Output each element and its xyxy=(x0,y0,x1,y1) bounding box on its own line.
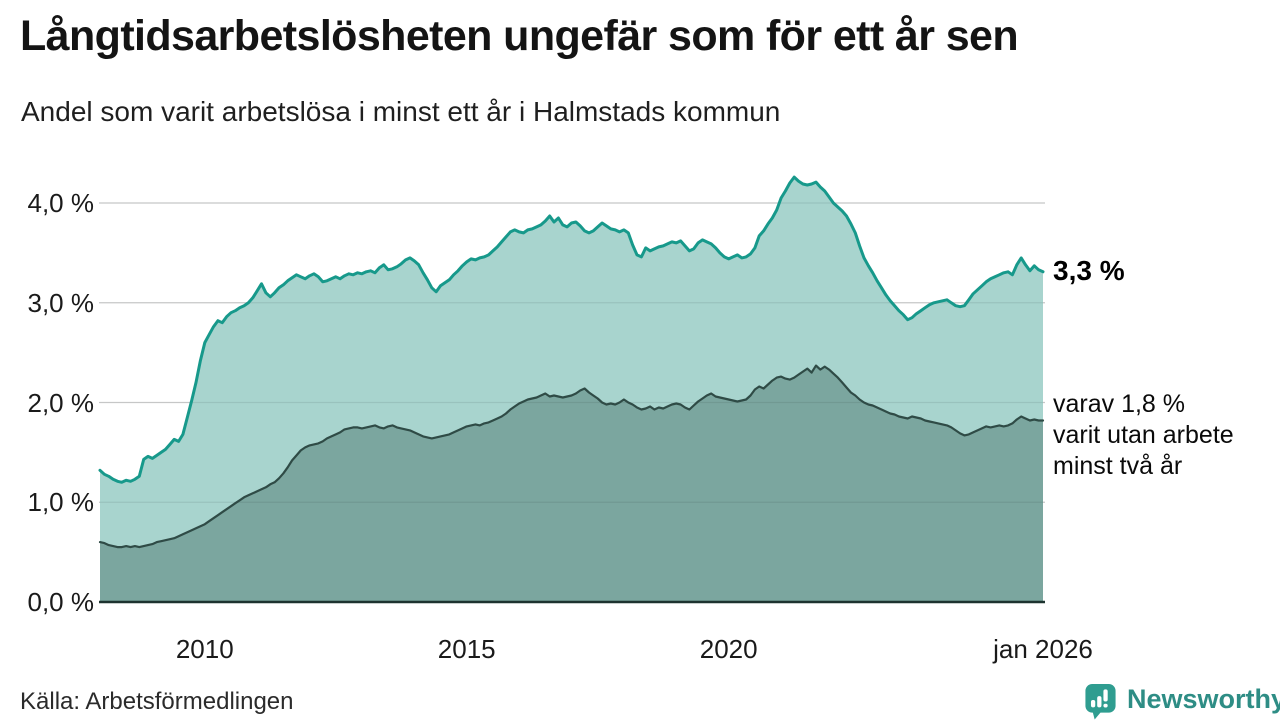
x-tick-label: 2020 xyxy=(699,634,758,664)
series2-annotation-line2: varit utan arbete xyxy=(1053,421,1234,449)
x-tick-label: 2010 xyxy=(175,634,234,664)
logo-bar-medium xyxy=(1097,696,1102,708)
logo-speech-tail xyxy=(1092,710,1103,720)
y-tick-label: 4,0 % xyxy=(27,188,95,218)
logo-exclamation-dot xyxy=(1103,703,1108,708)
newsworthy-logo: Newsworthy xyxy=(1083,683,1280,720)
x-tick-label: jan 2026 xyxy=(993,634,1093,664)
logo-exclamation-bar xyxy=(1103,689,1108,702)
trend-line-series-2 xyxy=(98,364,1045,549)
area-fill-series-2 xyxy=(100,365,1043,602)
y-tick-label: 0,0 % xyxy=(27,587,95,617)
series1-latest-value-label: 3,3 % xyxy=(1053,255,1125,286)
series2-annotation-line3: minst två år xyxy=(1053,452,1183,480)
newsworthy-logo-text: Newsworthy xyxy=(1127,684,1280,714)
logo-bar-small xyxy=(1090,700,1096,708)
series2-annotation-line1: varav 1,8 % xyxy=(1053,390,1186,418)
y-tick-label: 3,0 % xyxy=(27,287,95,318)
newsworthy-logo-icon xyxy=(1085,684,1116,720)
area-chart xyxy=(98,175,1045,604)
x-tick-label: 2015 xyxy=(437,634,496,664)
trend-line-series-1 xyxy=(98,175,1045,484)
source-note: Källa: Arbetsförmedlingen xyxy=(20,688,294,715)
page-title: Långtidsarbetslösheten ungefär som för e… xyxy=(20,12,1019,60)
series2-annotation: varav 1,8 % varit utan arbete minst två … xyxy=(1053,389,1234,482)
y-tick-label: 2,0 % xyxy=(27,387,95,418)
y-tick-label: 1,0 % xyxy=(27,487,95,518)
chart-subtitle: Andel som varit arbetslösa i minst ett å… xyxy=(21,96,781,127)
